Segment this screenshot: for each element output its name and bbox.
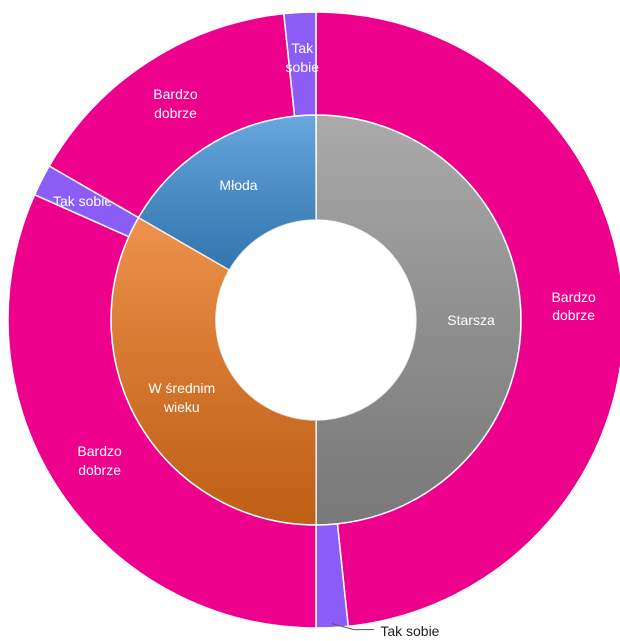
slice-label: Bardzo dobrze (551, 288, 596, 324)
inner-slice-shade (138, 114, 316, 270)
slice-label: Tak sobie (380, 623, 440, 640)
slice-label: Młoda (219, 177, 258, 194)
slice-label: Bardzo dobrze (153, 85, 198, 121)
slice-label: W średnim wieku (148, 379, 216, 415)
slice-label: Młoda (219, 177, 258, 194)
leader-line (331, 623, 374, 631)
inner-slice-shade (316, 115, 521, 525)
slice-label: Tak sobie (52, 192, 113, 209)
slice-label: Bardzo dobrze (77, 442, 122, 478)
slice-label: Bardzo dobrze (551, 288, 596, 324)
inner-slice-shade (111, 217, 316, 525)
slice-label: Tak sobie (285, 40, 320, 76)
slice-label: Tak sobie (285, 40, 320, 76)
outer-slice (282, 11, 317, 117)
slice-label: Starsza (447, 311, 495, 328)
outer-slice (315, 11, 620, 628)
slice-label: W średnim wieku (148, 379, 216, 415)
slice-label: Starsza (447, 311, 495, 328)
slice-label: Bardzo dobrze (153, 85, 198, 121)
outer-slice (7, 193, 317, 629)
slice-label: Tak sobie (380, 623, 440, 640)
slice-label: Bardzo dobrze (77, 442, 122, 478)
slice-label: Tak sobie (52, 192, 113, 209)
